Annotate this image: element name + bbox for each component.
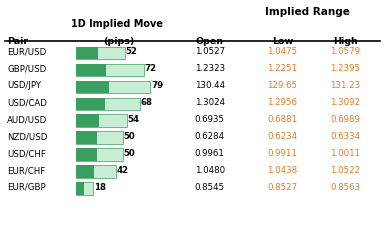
Text: 129.65: 129.65 bbox=[267, 81, 297, 90]
Text: 1.2323: 1.2323 bbox=[195, 64, 225, 73]
Text: 1.0475: 1.0475 bbox=[267, 47, 297, 56]
Text: 1.0011: 1.0011 bbox=[330, 149, 360, 158]
Text: 1.0480: 1.0480 bbox=[195, 166, 225, 175]
Text: 72: 72 bbox=[145, 64, 157, 73]
FancyBboxPatch shape bbox=[76, 98, 105, 110]
FancyBboxPatch shape bbox=[76, 47, 98, 59]
Text: 0.8527: 0.8527 bbox=[267, 183, 297, 192]
Text: 1.3024: 1.3024 bbox=[195, 98, 225, 107]
Text: 1.2251: 1.2251 bbox=[267, 64, 297, 73]
Text: EUR/USD: EUR/USD bbox=[7, 47, 46, 56]
Text: 0.6334: 0.6334 bbox=[330, 132, 360, 141]
FancyBboxPatch shape bbox=[76, 64, 144, 76]
Text: 68: 68 bbox=[141, 98, 153, 107]
Text: (pips): (pips) bbox=[103, 37, 135, 46]
Text: 1.0438: 1.0438 bbox=[267, 166, 297, 175]
Text: 1.2956: 1.2956 bbox=[267, 98, 297, 107]
FancyBboxPatch shape bbox=[76, 114, 127, 127]
Text: 1D Implied Move: 1D Implied Move bbox=[71, 19, 163, 29]
Text: 0.9961: 0.9961 bbox=[195, 149, 224, 158]
Text: 0.8545: 0.8545 bbox=[195, 183, 225, 192]
Text: 131.23: 131.23 bbox=[330, 81, 360, 90]
Text: 0.6989: 0.6989 bbox=[330, 115, 360, 124]
Text: Low: Low bbox=[272, 37, 293, 46]
Text: 1.0579: 1.0579 bbox=[330, 47, 360, 56]
FancyBboxPatch shape bbox=[76, 148, 123, 161]
FancyBboxPatch shape bbox=[76, 47, 125, 59]
FancyBboxPatch shape bbox=[76, 81, 151, 93]
Text: Open: Open bbox=[196, 37, 224, 46]
Text: 0.8563: 0.8563 bbox=[330, 183, 360, 192]
Text: 42: 42 bbox=[116, 166, 129, 175]
Text: 1.2395: 1.2395 bbox=[330, 64, 360, 73]
Text: 18: 18 bbox=[94, 183, 105, 192]
Text: Implied Range: Implied Range bbox=[265, 7, 350, 17]
Text: 50: 50 bbox=[124, 149, 136, 158]
FancyBboxPatch shape bbox=[76, 98, 140, 110]
FancyBboxPatch shape bbox=[76, 148, 97, 161]
FancyBboxPatch shape bbox=[76, 64, 107, 76]
FancyBboxPatch shape bbox=[76, 165, 116, 178]
Text: 1.0527: 1.0527 bbox=[195, 47, 225, 56]
Text: NZD/USD: NZD/USD bbox=[7, 132, 47, 141]
Text: 0.6881: 0.6881 bbox=[267, 115, 297, 124]
Text: 54: 54 bbox=[128, 115, 140, 124]
Text: 1.0522: 1.0522 bbox=[330, 166, 360, 175]
Text: 52: 52 bbox=[126, 47, 137, 56]
Text: 50: 50 bbox=[124, 132, 136, 141]
Text: EUR/CHF: EUR/CHF bbox=[7, 166, 45, 175]
Text: USD/JPY: USD/JPY bbox=[7, 81, 41, 90]
Text: High: High bbox=[333, 37, 358, 46]
Text: AUD/USD: AUD/USD bbox=[7, 115, 47, 124]
Text: EUR/GBP: EUR/GBP bbox=[7, 183, 46, 192]
FancyBboxPatch shape bbox=[76, 81, 109, 93]
FancyBboxPatch shape bbox=[76, 131, 97, 144]
Text: USD/CHF: USD/CHF bbox=[7, 149, 46, 158]
FancyBboxPatch shape bbox=[76, 182, 84, 195]
FancyBboxPatch shape bbox=[76, 131, 123, 144]
Text: 0.6234: 0.6234 bbox=[267, 132, 297, 141]
FancyBboxPatch shape bbox=[76, 182, 93, 195]
Text: 0.6284: 0.6284 bbox=[195, 132, 225, 141]
Text: USD/CAD: USD/CAD bbox=[7, 98, 47, 107]
Text: 1.3092: 1.3092 bbox=[330, 98, 360, 107]
Text: GBP/USD: GBP/USD bbox=[7, 64, 46, 73]
FancyBboxPatch shape bbox=[76, 114, 99, 127]
Text: 130.44: 130.44 bbox=[195, 81, 225, 90]
Text: 79: 79 bbox=[151, 81, 163, 90]
Text: Pair: Pair bbox=[7, 37, 28, 46]
FancyBboxPatch shape bbox=[76, 165, 94, 178]
Text: 0.6935: 0.6935 bbox=[195, 115, 225, 124]
Text: 0.9911: 0.9911 bbox=[268, 149, 297, 158]
